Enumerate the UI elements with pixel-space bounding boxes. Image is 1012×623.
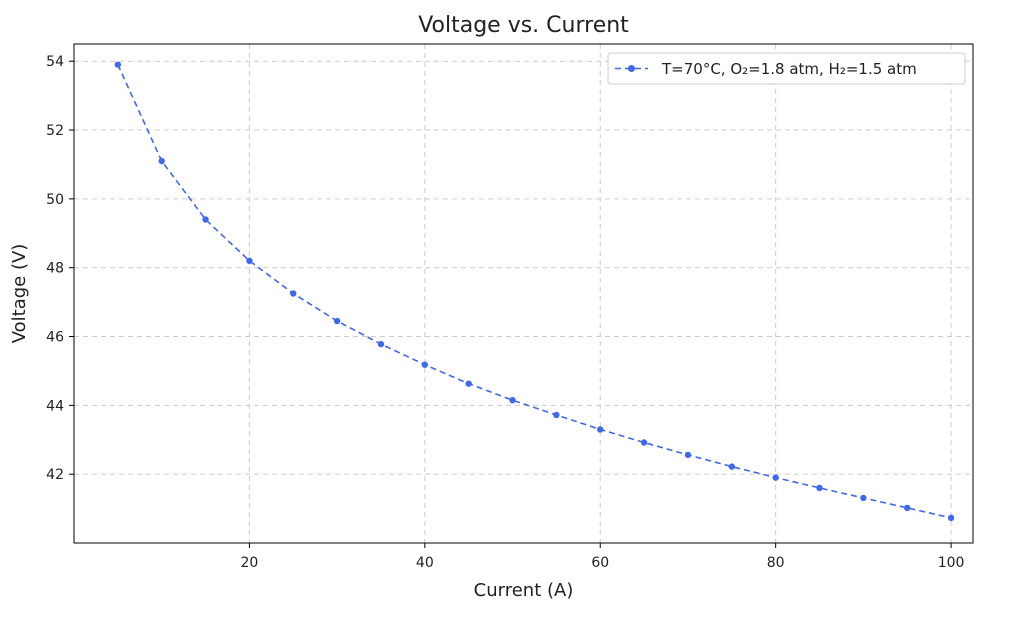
x-tick-label: 60	[591, 555, 609, 571]
x-tick-label: 40	[416, 555, 434, 571]
chart-title: Voltage vs. Current	[418, 13, 629, 38]
plot-frame	[73, 43, 974, 544]
data-point	[860, 494, 867, 502]
y-tick-label: 42	[46, 467, 64, 483]
legend-label: T=70°C, O₂=1.8 atm, H₂=1.5 atm	[661, 60, 917, 78]
y-tick-label: 44	[46, 398, 64, 414]
data-point	[947, 514, 955, 522]
data-point	[114, 61, 122, 68]
data-point	[465, 380, 472, 387]
legend-box	[607, 52, 966, 85]
data-point	[333, 317, 341, 325]
data-point	[377, 340, 385, 348]
legend-marker-sample	[628, 65, 635, 72]
data-point	[290, 290, 297, 297]
y-tick-label: 46	[46, 330, 64, 346]
data-point	[509, 396, 516, 404]
data-point	[202, 216, 209, 223]
data-point	[553, 411, 560, 419]
series-line	[117, 64, 952, 519]
y-tick-label: 52	[46, 123, 64, 139]
y-axis-label: Voltage (V)	[9, 244, 30, 344]
data-point	[728, 463, 736, 470]
data-point	[904, 504, 911, 512]
y-tick-label: 50	[46, 192, 64, 208]
series-layer	[114, 61, 955, 522]
data-point	[597, 426, 604, 433]
y-tick-label: 54	[46, 54, 64, 70]
legend: T=70°C, O₂=1.8 atm, H₂=1.5 atm	[607, 52, 966, 85]
data-point	[246, 257, 253, 265]
axis-ticks: 20 40 60 80 100 42 44 46 48 50 52 54	[46, 54, 964, 571]
data-point	[684, 451, 692, 459]
x-tick-label: 80	[767, 555, 785, 571]
data-point	[421, 361, 429, 368]
data-point	[772, 474, 779, 481]
data-point	[816, 484, 823, 492]
data-point	[640, 439, 648, 446]
y-tick-label: 48	[46, 261, 64, 277]
x-axis-label: Current (A)	[474, 580, 574, 601]
data-point	[158, 157, 165, 165]
x-tick-label: 100	[938, 555, 965, 571]
x-tick-label: 20	[241, 555, 259, 571]
